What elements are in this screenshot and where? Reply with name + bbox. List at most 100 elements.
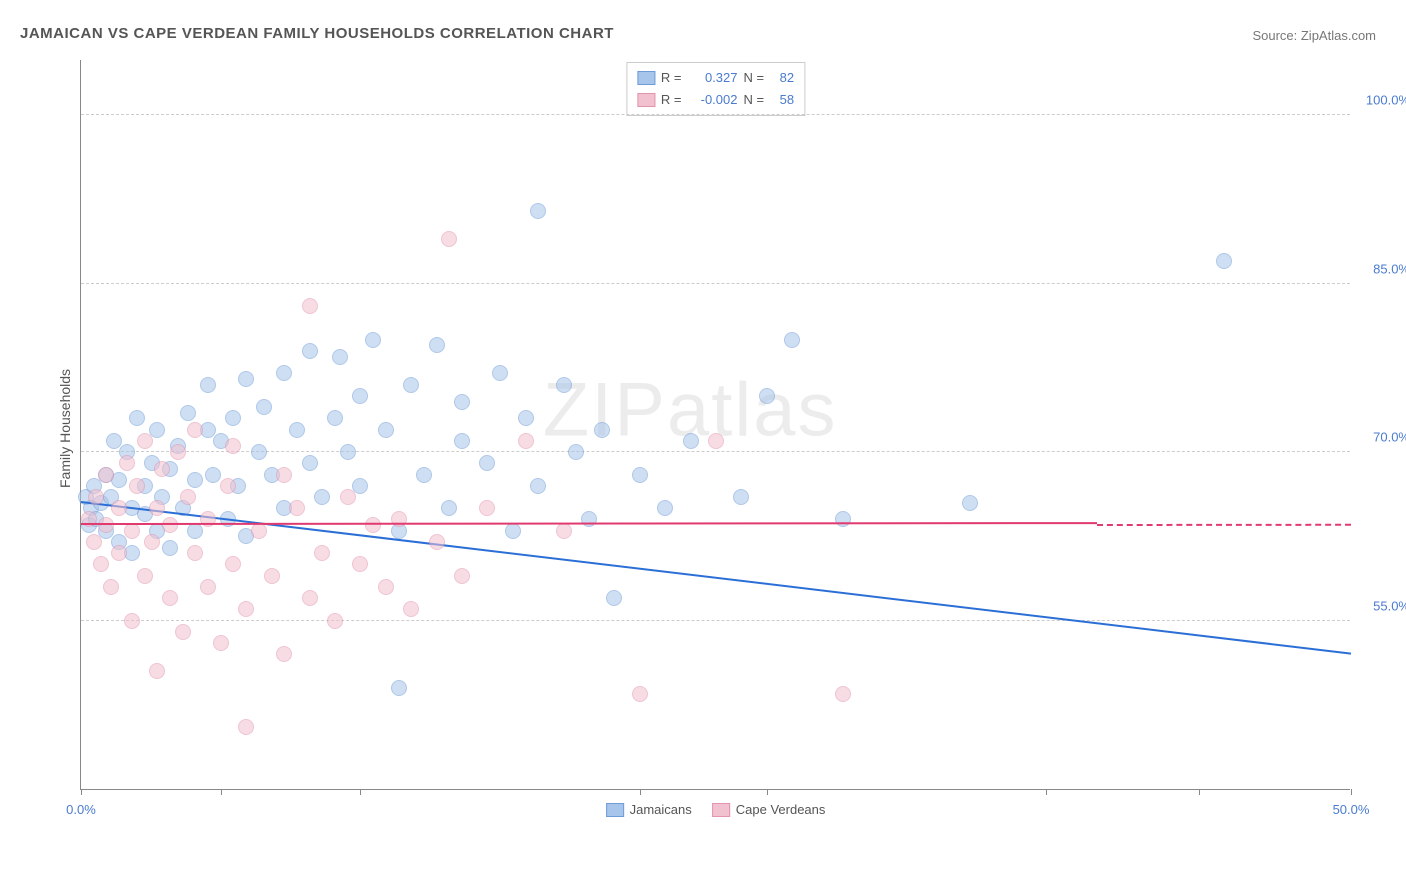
scatter-point <box>391 511 407 527</box>
scatter-point <box>180 489 196 505</box>
scatter-point <box>200 579 216 595</box>
scatter-point <box>594 422 610 438</box>
scatter-point <box>429 534 445 550</box>
legend-label: Jamaicans <box>630 802 692 817</box>
scatter-point <box>137 433 153 449</box>
x-tick-label: 0.0% <box>66 802 96 817</box>
y-tick-label: 100.0% <box>1366 93 1406 108</box>
scatter-point <box>429 337 445 353</box>
scatter-point <box>416 467 432 483</box>
scatter-point <box>98 517 114 533</box>
scatter-point <box>708 433 724 449</box>
scatter-point <box>581 511 597 527</box>
scatter-point <box>632 467 648 483</box>
scatter-point <box>314 545 330 561</box>
x-tick <box>1199 789 1200 795</box>
scatter-point <box>162 517 178 533</box>
swatch-icon <box>606 803 624 817</box>
scatter-point <box>302 343 318 359</box>
gridline <box>81 283 1350 284</box>
scatter-point <box>111 500 127 516</box>
chart-title: JAMAICAN VS CAPE VERDEAN FAMILY HOUSEHOL… <box>20 25 614 42</box>
scatter-point <box>441 231 457 247</box>
legend-label: Cape Verdeans <box>736 802 826 817</box>
scatter-point <box>391 680 407 696</box>
scatter-point <box>180 405 196 421</box>
scatter-point <box>144 534 160 550</box>
source-attribution: Source: ZipAtlas.com <box>1252 28 1376 43</box>
n-label: N = <box>744 67 765 89</box>
scatter-point <box>340 489 356 505</box>
scatter-point <box>683 433 699 449</box>
scatter-point <box>119 455 135 471</box>
scatter-point <box>1216 253 1232 269</box>
gridline <box>81 114 1350 115</box>
x-tick <box>1351 789 1352 795</box>
scatter-point <box>568 444 584 460</box>
scatter-point <box>441 500 457 516</box>
scatter-point <box>784 332 800 348</box>
scatter-point <box>220 478 236 494</box>
scatter-point <box>352 556 368 572</box>
scatter-point <box>289 422 305 438</box>
scatter-point <box>556 377 572 393</box>
scatter-point <box>365 332 381 348</box>
scatter-point <box>352 388 368 404</box>
scatter-point <box>86 534 102 550</box>
legend-correlation: R = 0.327 N = 82 R = -0.002 N = 58 <box>626 62 805 116</box>
scatter-point <box>454 568 470 584</box>
scatter-point <box>454 433 470 449</box>
scatter-point <box>479 500 495 516</box>
scatter-point <box>302 298 318 314</box>
y-tick-label: 70.0% <box>1373 430 1406 445</box>
scatter-point <box>530 203 546 219</box>
legend-row-jamaicans: R = 0.327 N = 82 <box>637 67 794 89</box>
swatch-icon <box>637 71 655 85</box>
scatter-point <box>154 461 170 477</box>
scatter-point <box>733 489 749 505</box>
scatter-point <box>352 478 368 494</box>
legend-series: Jamaicans Cape Verdeans <box>606 802 826 817</box>
scatter-point <box>264 568 280 584</box>
r-value: 0.327 <box>688 67 738 89</box>
n-label: N = <box>744 89 765 111</box>
scatter-point <box>518 433 534 449</box>
scatter-point <box>238 719 254 735</box>
scatter-point <box>124 523 140 539</box>
scatter-point <box>225 410 241 426</box>
x-tick <box>81 789 82 795</box>
scatter-point <box>81 511 97 527</box>
scatter-point <box>187 523 203 539</box>
r-label: R = <box>661 67 682 89</box>
x-tick <box>221 789 222 795</box>
gridline <box>81 620 1350 621</box>
scatter-point <box>137 568 153 584</box>
scatter-point <box>129 478 145 494</box>
scatter-point <box>479 455 495 471</box>
scatter-point <box>251 523 267 539</box>
scatter-point <box>93 556 109 572</box>
scatter-point <box>162 540 178 556</box>
gridline <box>81 451 1350 452</box>
scatter-point <box>162 590 178 606</box>
scatter-point <box>276 365 292 381</box>
scatter-point <box>103 579 119 595</box>
scatter-point <box>835 511 851 527</box>
scatter-point <box>276 467 292 483</box>
scatter-point <box>200 377 216 393</box>
scatter-point <box>835 686 851 702</box>
scatter-plot: ZIPatlas R = 0.327 N = 82 R = -0.002 N =… <box>80 60 1350 790</box>
scatter-point <box>403 601 419 617</box>
scatter-point <box>238 371 254 387</box>
scatter-point <box>149 500 165 516</box>
x-tick <box>767 789 768 795</box>
scatter-point <box>289 500 305 516</box>
scatter-point <box>302 590 318 606</box>
scatter-point <box>518 410 534 426</box>
scatter-point <box>340 444 356 460</box>
scatter-point <box>225 556 241 572</box>
scatter-point <box>129 410 145 426</box>
scatter-point <box>378 579 394 595</box>
scatter-point <box>187 472 203 488</box>
scatter-point <box>556 523 572 539</box>
